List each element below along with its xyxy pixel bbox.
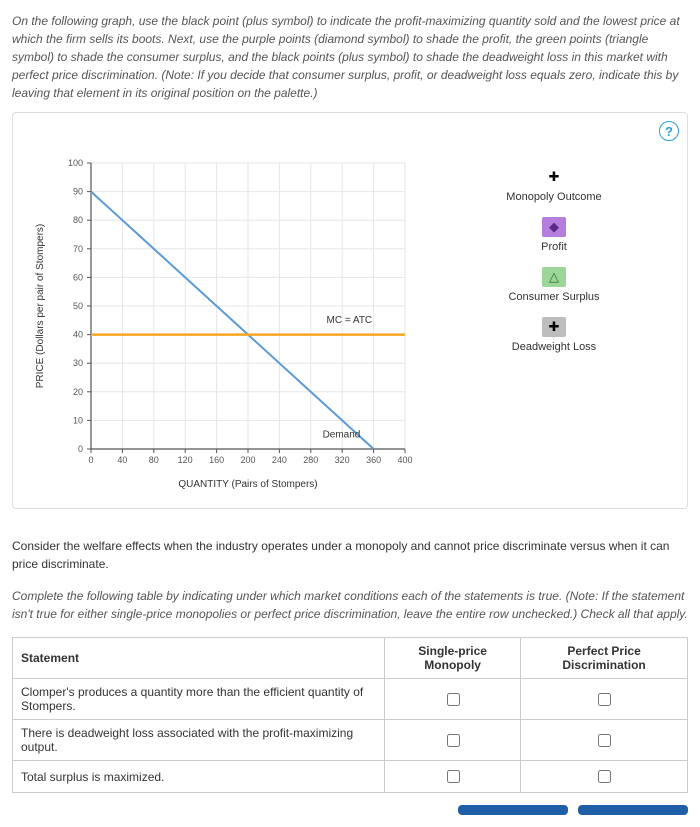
profit-icon: ◆ [542, 217, 566, 237]
legend-label: Monopoly Outcome [433, 191, 675, 203]
welfare-table: Statement Single-price Monopoly Perfect … [12, 637, 688, 793]
ppd-checkbox[interactable] [598, 770, 611, 783]
statement-cell: There is deadweight loss associated with… [13, 720, 385, 761]
welfare-intro: Consider the welfare effects when the in… [12, 537, 688, 573]
svg-text:MC = ATC: MC = ATC [327, 315, 373, 326]
col-ppd: Perfect Price Discrimination [521, 638, 688, 679]
svg-text:160: 160 [209, 455, 224, 465]
col-statement: Statement [13, 638, 385, 679]
svg-text:40: 40 [117, 455, 127, 465]
svg-text:360: 360 [366, 455, 381, 465]
svg-text:Demand: Demand [323, 430, 361, 441]
col-single: Single-price Monopoly [385, 638, 521, 679]
svg-text:80: 80 [73, 215, 83, 225]
svg-text:10: 10 [73, 415, 83, 425]
statement-cell: Total surplus is maximized. [13, 761, 385, 793]
svg-text:80: 80 [149, 455, 159, 465]
statement-cell: Clomper's produces a quantity more than … [13, 679, 385, 720]
button-row [12, 805, 688, 815]
single-price-checkbox[interactable] [447, 770, 460, 783]
deadweight_loss-icon: ✚ [542, 317, 566, 337]
svg-text:0: 0 [78, 444, 83, 454]
table-row: Total surplus is maximized. [13, 761, 688, 793]
table-row: There is deadweight loss associated with… [13, 720, 688, 761]
legend-label: Consumer Surplus [433, 291, 675, 303]
svg-text:30: 30 [73, 358, 83, 368]
svg-text:20: 20 [73, 387, 83, 397]
legend-palette: ✚ Monopoly Outcome ◆ Profit △ Consumer Surplu… [433, 153, 675, 496]
single-price-checkbox[interactable] [447, 693, 460, 706]
svg-text:PRICE (Dollars per pair of Sto: PRICE (Dollars per pair of Stompers) [35, 224, 46, 389]
svg-text:90: 90 [73, 187, 83, 197]
legend-item-deadweight_loss[interactable]: ✚ Deadweight Loss [433, 317, 675, 353]
primary-button-2[interactable] [578, 805, 688, 815]
svg-text:QUANTITY (Pairs of Stompers): QUANTITY (Pairs of Stompers) [178, 479, 317, 490]
legend-label: Profit [433, 241, 675, 253]
svg-text:120: 120 [178, 455, 193, 465]
legend-item-monopoly_outcome[interactable]: ✚ Monopoly Outcome [433, 167, 675, 203]
svg-text:100: 100 [68, 158, 83, 168]
svg-text:280: 280 [303, 455, 318, 465]
ppd-checkbox[interactable] [598, 693, 611, 706]
legend-label: Deadweight Loss [433, 341, 675, 353]
svg-text:70: 70 [73, 244, 83, 254]
svg-text:240: 240 [272, 455, 287, 465]
svg-text:200: 200 [240, 455, 255, 465]
table-instructions: Complete the following table by indicati… [12, 587, 688, 623]
help-icon[interactable]: ? [659, 121, 679, 141]
monopoly_outcome-icon: ✚ [542, 167, 566, 187]
chart[interactable]: 0 40 80 120 160 200 240 280 320 360 400 0 10 20 30 40 50… [25, 153, 415, 496]
consumer_surplus-icon: △ [542, 267, 566, 287]
primary-button-1[interactable] [458, 805, 568, 815]
graph-instructions: On the following graph, use the black po… [12, 12, 688, 102]
svg-text:60: 60 [73, 272, 83, 282]
legend-item-consumer_surplus[interactable]: △ Consumer Surplus [433, 267, 675, 303]
table-row: Clomper's produces a quantity more than … [13, 679, 688, 720]
svg-text:0: 0 [88, 455, 93, 465]
single-price-checkbox[interactable] [447, 734, 460, 747]
svg-text:400: 400 [397, 455, 412, 465]
ppd-checkbox[interactable] [598, 734, 611, 747]
svg-text:320: 320 [335, 455, 350, 465]
legend-item-profit[interactable]: ◆ Profit [433, 217, 675, 253]
graph-panel: ? 0 40 80 120 160 200 240 280 320 360 400 0 10 20 30 40… [12, 112, 688, 509]
svg-text:40: 40 [73, 330, 83, 340]
svg-text:50: 50 [73, 301, 83, 311]
